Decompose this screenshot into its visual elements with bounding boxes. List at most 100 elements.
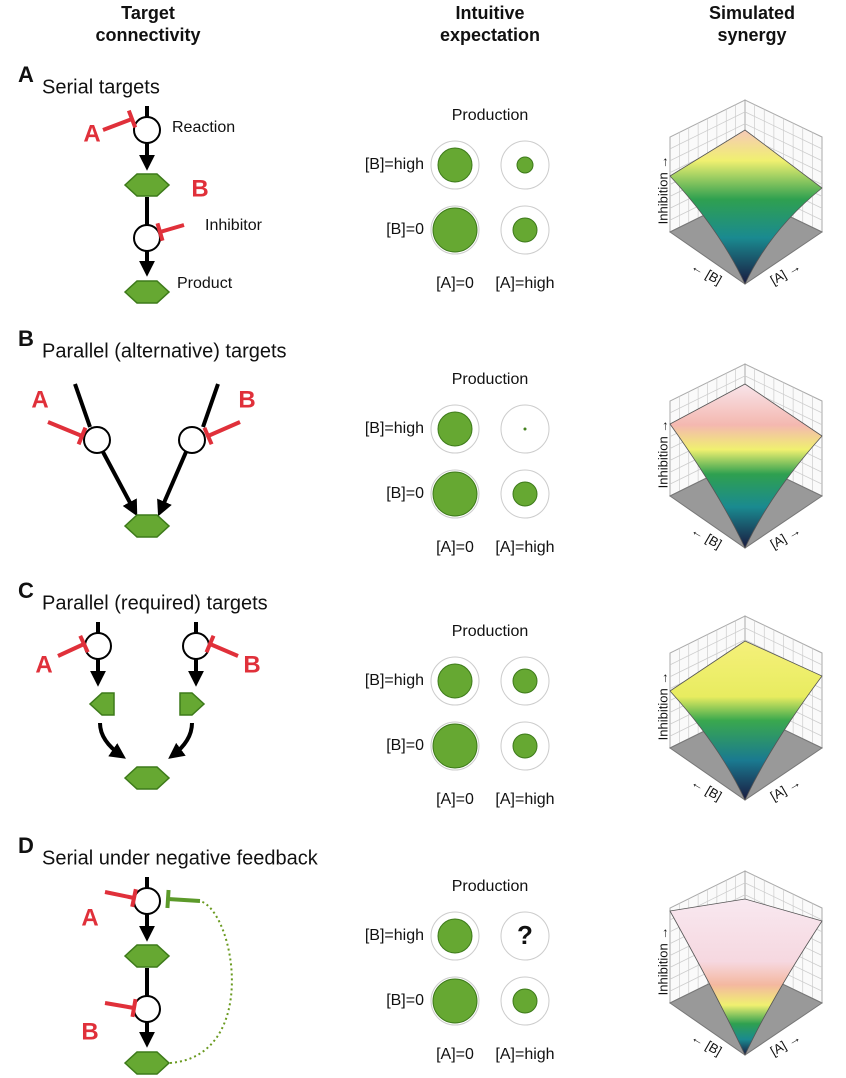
expectation-title: Production (452, 878, 529, 895)
production-dot (438, 148, 472, 182)
row-label: [B]=0 (386, 992, 424, 1009)
expectation-title: Production (452, 371, 529, 388)
panel-title: Parallel (alternative) targets (42, 340, 287, 362)
node-label: Reaction (172, 119, 235, 136)
column-header: Intuitive (455, 3, 524, 23)
node-label: Inhibitor (205, 217, 263, 234)
axis-label: Inhibition → (655, 672, 670, 741)
inhibitor-line (160, 225, 184, 232)
reaction-node (134, 117, 160, 143)
panel-letter: A (18, 62, 34, 87)
inhibitor-label: A (81, 904, 98, 931)
production-dot (438, 664, 472, 698)
column-label: [A]=high (495, 1046, 554, 1063)
production-dot (517, 157, 533, 173)
production-dot (433, 979, 477, 1023)
production-dot (433, 208, 477, 252)
product (125, 1052, 169, 1074)
inhibitor-label: A (83, 120, 100, 147)
product (90, 693, 114, 715)
connector (203, 384, 218, 427)
panel (48, 364, 822, 548)
production-dot (513, 482, 537, 506)
production-dot (438, 412, 472, 446)
reaction-node (134, 888, 160, 914)
inhibitor-line (208, 422, 240, 436)
column-label: [A]=high (495, 275, 554, 292)
panel-letter: C (18, 578, 34, 603)
inhibitor-line (210, 644, 238, 656)
product (125, 767, 169, 789)
row-label: [B]=high (365, 420, 424, 437)
arrow (172, 723, 192, 756)
panel (58, 616, 822, 800)
reaction-node (183, 633, 209, 659)
inhibitor-label: B (81, 1018, 98, 1045)
axis-label: Inhibition → (655, 420, 670, 489)
row-label: [B]=0 (386, 221, 424, 238)
column-label: [A]=0 (436, 791, 474, 808)
expectation-title: Production (452, 623, 529, 640)
panel-letter: D (18, 833, 34, 858)
column-header: Target (121, 3, 175, 23)
unknown-mark: ? (517, 920, 533, 950)
inhibitor-label: B (191, 175, 208, 202)
inhibitor-line (48, 422, 82, 436)
reaction-node (134, 225, 160, 251)
column-label: [A]=0 (436, 539, 474, 556)
panel-title: Parallel (required) targets (42, 592, 268, 614)
row-label: [B]=high (365, 156, 424, 173)
inhibitor-line (105, 892, 134, 898)
inhibitor-label: B (243, 651, 260, 678)
column-label: [A]=0 (436, 1046, 474, 1063)
column-header: Simulated (709, 3, 795, 23)
axis-label: Inhibition → (655, 156, 670, 225)
reaction-node (84, 427, 110, 453)
reaction-node (85, 633, 111, 659)
connector (75, 384, 90, 427)
row-label: [B]=0 (386, 485, 424, 502)
axis-label: Inhibition → (655, 927, 670, 996)
row-label: [B]=high (365, 672, 424, 689)
inhibitor-line (103, 119, 132, 130)
column-header: expectation (440, 25, 540, 45)
product (125, 945, 169, 967)
inhibitor-line (168, 899, 200, 901)
panel-letter: B (18, 326, 34, 351)
product (125, 515, 169, 537)
inhibitor-bar (167, 890, 168, 908)
inhibitor-label: A (31, 386, 48, 413)
inhibitor-label: A (35, 651, 52, 678)
product (180, 693, 204, 715)
production-dot (513, 218, 537, 242)
node-label: Product (177, 275, 233, 292)
product (125, 281, 169, 303)
column-label: [A]=high (495, 791, 554, 808)
column-label: [A]=high (495, 539, 554, 556)
figure: Targetconnectivity Intuitiveexpectation Si… (0, 0, 846, 1078)
production-dot (433, 724, 477, 768)
arrow (100, 723, 122, 756)
column-label: [A]=0 (436, 275, 474, 292)
production-dot (524, 428, 526, 430)
panel-title: Serial under negative feedback (42, 847, 319, 869)
reaction-node (179, 427, 205, 453)
arrow (103, 452, 135, 512)
product (125, 174, 169, 196)
arrow (160, 452, 186, 512)
inhibitor-line (58, 644, 84, 656)
production-dot (438, 919, 472, 953)
production-dot (513, 734, 537, 758)
production-dot (513, 989, 537, 1013)
production-dot (433, 472, 477, 516)
column-header: synergy (717, 25, 786, 45)
production-dot (513, 669, 537, 693)
inhibitor-line (105, 1003, 134, 1008)
reaction-node (134, 996, 160, 1022)
panel-title: Serial targets (42, 76, 160, 98)
row-label: [B]=high (365, 927, 424, 944)
expectation-title: Production (452, 107, 529, 124)
row-label: [B]=0 (386, 737, 424, 754)
feedback (170, 901, 232, 1063)
column-header: connectivity (95, 25, 200, 45)
